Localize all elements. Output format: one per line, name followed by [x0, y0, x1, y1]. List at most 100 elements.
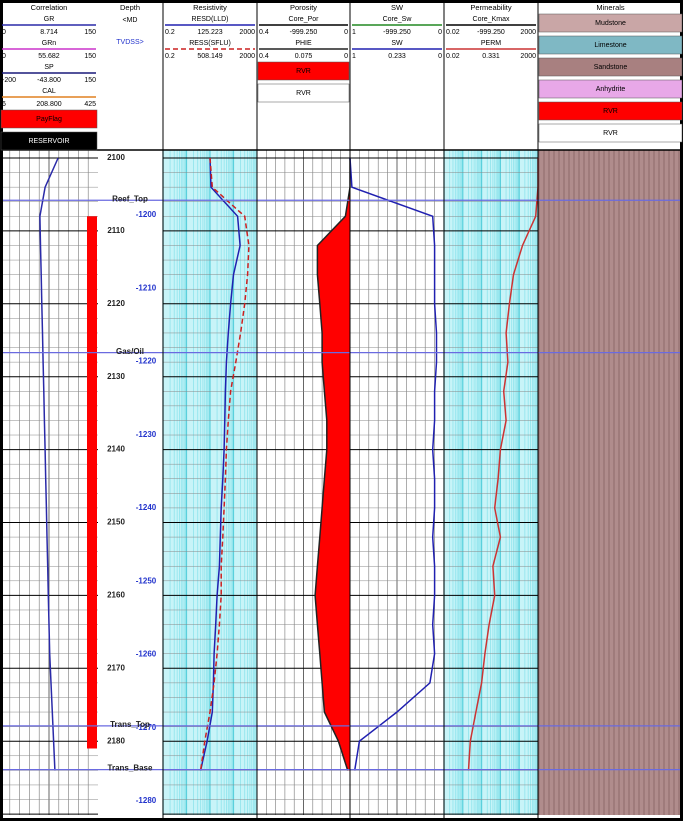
scale-min: 1: [352, 53, 356, 60]
curve-name: RESD(LLD): [192, 16, 229, 23]
curve-name: PHIE: [295, 40, 312, 47]
marker-label: Trans_Base: [108, 764, 153, 773]
scale-max: 150: [84, 77, 96, 84]
scale-min: 0: [2, 29, 6, 36]
curve-readout: -999.250: [477, 29, 505, 36]
md-tick-label: 2180: [107, 736, 125, 745]
curve-name: CAL: [42, 88, 56, 95]
tvd-tick-label: -1210: [136, 283, 157, 292]
track-title: Correlation: [31, 3, 68, 12]
md-tick-label: 2130: [107, 372, 125, 381]
tvd-tick-label: -1260: [136, 650, 157, 659]
legend-box: [0, 131, 98, 151]
log-curve: [199, 157, 250, 771]
curve-readout: 0.233: [388, 53, 406, 60]
md-label: <MD: [123, 17, 138, 24]
curve-readout: 8.714: [40, 29, 58, 36]
scale-min: 0.2: [165, 29, 175, 36]
legend-box: [538, 13, 683, 33]
curve-name: Core_Sw: [383, 16, 413, 23]
track-title: SW: [391, 3, 404, 12]
pay-flag: [87, 216, 97, 749]
curve-readout: -999.250: [290, 29, 318, 36]
legend-box-label: PayFlag: [36, 116, 62, 123]
scale-max: 0: [344, 53, 348, 60]
legend-box: [0, 109, 98, 129]
log-curve: [349, 157, 438, 771]
scale-max: 2000: [520, 29, 536, 36]
md-tick-label: 2110: [107, 226, 125, 235]
legend-box: [257, 83, 350, 103]
log-curve: [314, 158, 351, 771]
tvd-tick-label: -1230: [136, 430, 157, 439]
tvd-tick-label: -1240: [136, 503, 157, 512]
track-title: Resistivity: [193, 3, 227, 12]
curve-name: SW: [391, 40, 403, 47]
curve-readout: -43.800: [37, 77, 61, 84]
scale-max: 425: [84, 101, 96, 108]
legend-box-label: Sandstone: [594, 64, 628, 71]
curve-name: SP: [44, 64, 54, 71]
curve-fill: [315, 158, 350, 771]
scale-max: 2000: [520, 53, 536, 60]
curve-readout: 0.331: [482, 53, 500, 60]
tvd-tick-label: -1280: [136, 796, 157, 805]
curve-readout: -999.250: [383, 29, 411, 36]
md-tick-label: 2140: [107, 445, 125, 454]
curve-name: Core_Por: [289, 16, 320, 23]
scale-max: 2000: [239, 53, 255, 60]
log-curve: [199, 157, 241, 771]
curve-readout: 508.149: [197, 53, 222, 60]
legend-box-label: RVR: [296, 90, 311, 97]
curve-name: Core_Kmax: [473, 16, 510, 23]
md-tick-label: 2120: [107, 299, 125, 308]
track-title: Permeability: [470, 3, 512, 12]
track-title: Porosity: [290, 3, 317, 12]
curve-readout: 125.223: [197, 29, 222, 36]
scale-min: 6: [2, 101, 6, 108]
scale-max: 0: [438, 53, 442, 60]
scale-min: 0: [2, 53, 6, 60]
curve-name: RESS(SFLU): [189, 40, 231, 47]
scale-min: 0.02: [446, 53, 460, 60]
tvd-tick-label: -1270: [136, 723, 157, 732]
marker-label: Reef_Top: [112, 194, 148, 203]
scale-min: 1: [352, 29, 356, 36]
track-body: [444, 150, 538, 815]
track-title: Minerals: [596, 3, 625, 12]
md-tick-label: 2170: [107, 663, 125, 672]
legend-box: [538, 35, 683, 55]
scale-max: 0: [344, 29, 348, 36]
legend-box: [538, 123, 683, 143]
scale-max: 150: [84, 29, 96, 36]
legend-box-label: RVR: [296, 68, 311, 75]
log-curve: [39, 157, 59, 771]
marker-label: Gas/Oil: [116, 347, 144, 356]
legend-box-label: RVR: [603, 108, 618, 115]
legend-box-label: Limestone: [594, 42, 626, 49]
scale-min: 0.4: [259, 53, 269, 60]
marker-label: Trans_Top: [110, 720, 150, 729]
scale-min: -200: [2, 77, 16, 84]
tvd-tick-label: -1200: [136, 210, 157, 219]
minerals-fill: [538, 150, 683, 815]
scale-max: 150: [84, 53, 96, 60]
legend-box: [538, 79, 683, 99]
curve-name: GRn: [42, 40, 57, 47]
curve-readout: 55.682: [38, 53, 60, 60]
curve-readout: 0.075: [295, 53, 313, 60]
legend-box: [538, 57, 683, 77]
curve-name: GR: [44, 16, 55, 23]
legend-box-label: RESERVOIR: [28, 138, 69, 145]
legend-box-label: Anhydrite: [596, 86, 626, 93]
depth-title: Depth: [120, 3, 140, 12]
log-curve: [467, 158, 539, 771]
legend-box-label: RVR: [603, 130, 618, 137]
md-tick-label: 2160: [107, 591, 125, 600]
scale-min: 0.2: [165, 53, 175, 60]
scale-min: 0.02: [446, 29, 460, 36]
md-tick-label: 2150: [107, 518, 125, 527]
md-tick-label: 2100: [107, 153, 125, 162]
